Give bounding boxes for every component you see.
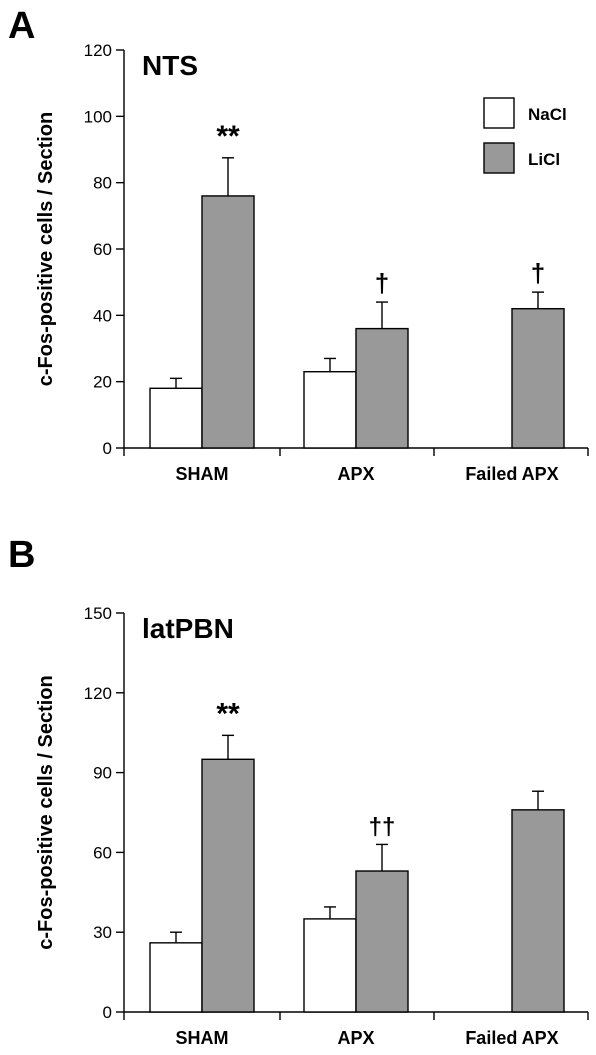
legend-label: NaCl — [528, 105, 567, 124]
bar-nacl — [149, 942, 203, 1013]
y-tick-label: 40 — [93, 306, 112, 325]
bar-licl — [511, 308, 565, 449]
significance-marker: ** — [216, 120, 240, 153]
bar-licl — [355, 327, 409, 449]
y-tick-label: 60 — [93, 843, 112, 862]
y-tick-label: 120 — [84, 684, 112, 703]
bar-nacl — [149, 387, 203, 449]
y-tick-label: 30 — [93, 923, 112, 942]
bar-nacl — [303, 918, 357, 1013]
y-tick-label: 90 — [93, 764, 112, 783]
bar-licl — [355, 870, 409, 1013]
panel-a: A 0 20 40 60 80 100 120 c-Fos-positive cells / S… — [8, 5, 589, 484]
x-category-label: APX — [337, 1028, 374, 1048]
legend: NaCl LiCl — [483, 97, 567, 174]
significance-marker: † — [375, 268, 389, 298]
x-category-label: SHAM — [176, 464, 229, 484]
significance-marker: ** — [216, 697, 240, 730]
bar-licl — [201, 758, 255, 1013]
panel-letter: A — [8, 5, 35, 47]
significance-marker: †† — [369, 813, 396, 840]
x-category-label: SHAM — [176, 1028, 229, 1048]
y-tick-label: 80 — [93, 174, 112, 193]
legend-swatch — [483, 97, 515, 129]
x-category-label: Failed APX — [465, 1028, 558, 1048]
bar-licl — [201, 195, 255, 449]
y-axis-label: c-Fos-positive cells / Section — [35, 112, 57, 387]
panel-b: B 0 30 60 90 120 150 c-Fos-positive cells / Sec… — [8, 534, 589, 1048]
significance-marker: † — [531, 258, 545, 288]
y-tick-label: 150 — [84, 604, 112, 623]
bar-nacl — [303, 371, 357, 449]
y-tick-label: 0 — [103, 1003, 112, 1022]
y-tick-label: 120 — [84, 41, 112, 60]
chart-title: latPBN — [142, 613, 234, 644]
legend-label: LiCl — [528, 150, 560, 169]
y-tick-label: 0 — [103, 439, 112, 458]
bar-licl — [511, 809, 565, 1013]
y-tick-label: 100 — [84, 107, 112, 126]
legend-swatch — [483, 142, 515, 174]
panel-letter: B — [8, 534, 35, 576]
x-category-label: APX — [337, 464, 374, 484]
y-axis-label: c-Fos-positive cells / Section — [35, 675, 57, 950]
y-tick-label: 20 — [93, 373, 112, 392]
x-category-label: Failed APX — [465, 464, 558, 484]
chart-title: NTS — [142, 50, 198, 81]
y-tick-label: 60 — [93, 240, 112, 259]
